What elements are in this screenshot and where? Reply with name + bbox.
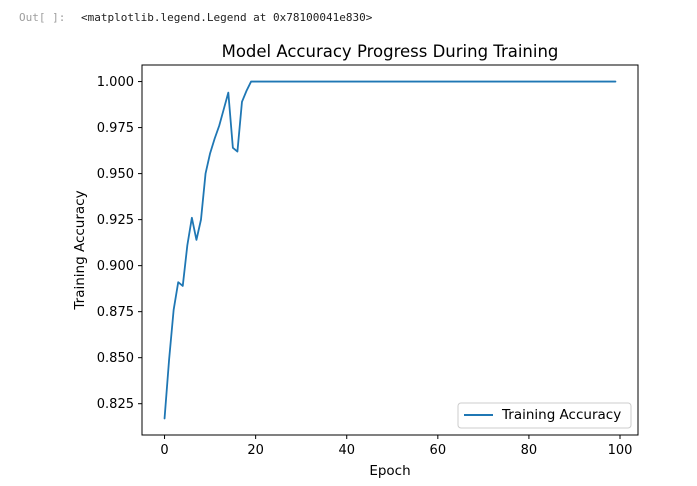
y-tick-label: 0.875 <box>97 305 134 320</box>
y-axis-label: Training Accuracy <box>72 190 88 310</box>
legend-box <box>457 402 632 429</box>
output-prompt: Out[ ]: <box>19 11 66 24</box>
legend-label: Training Accuracy <box>501 407 621 423</box>
x-tick-label: 20 <box>247 443 264 458</box>
x-tick-label: 100 <box>608 443 633 458</box>
x-tick-label: 40 <box>338 443 355 458</box>
x-axis-label: Epoch <box>369 463 410 479</box>
y-tick-label: 0.850 <box>97 351 134 366</box>
series-group <box>163 80 617 420</box>
axis-ticks: 0 20 40 60 80 100 0.825 0.850 0.875 0.900 0.925 0.9… <box>97 75 633 458</box>
x-tick-label: 0 <box>160 443 168 458</box>
x-tick-label: 60 <box>430 443 447 458</box>
x-tick-label: 80 <box>521 443 538 458</box>
y-tick-label: 0.950 <box>97 167 134 182</box>
y-tick-label: 0.825 <box>97 397 134 412</box>
y-tick-label: 1.000 <box>97 75 134 90</box>
y-tick-label: 0.925 <box>97 213 134 228</box>
output-text: <matplotlib.legend.Legend at 0x78100041e… <box>81 11 373 24</box>
series-line-training-accuracy <box>163 80 617 420</box>
chart-title: Model Accuracy Progress During Training <box>222 42 559 61</box>
y-tick-label: 0.900 <box>97 259 134 274</box>
legend: Training Accuracy <box>457 402 632 429</box>
plot-frame <box>141 64 639 436</box>
y-tick-label: 0.975 <box>97 121 134 136</box>
